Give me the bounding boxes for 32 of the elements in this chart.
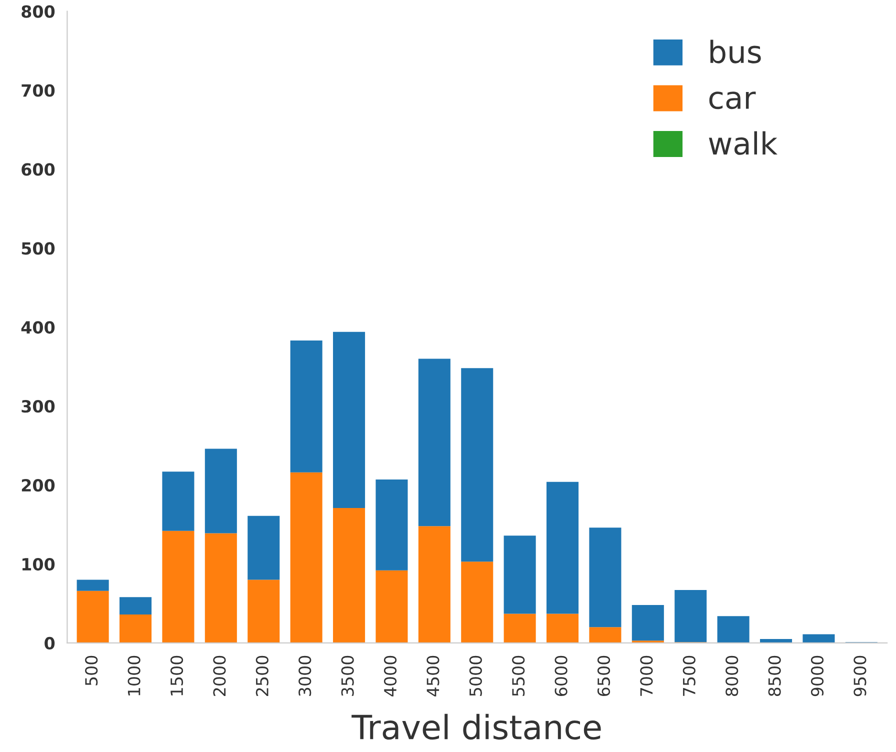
x-tick-label: 9500 bbox=[854, 656, 866, 696]
y-tick-label: 100 bbox=[22, 558, 55, 571]
x-tick-label: 500 bbox=[85, 656, 98, 686]
x-tick-label: 2500 bbox=[256, 656, 268, 696]
x-tick-label: 4500 bbox=[426, 656, 440, 696]
x-tick-label: 3500 bbox=[341, 656, 354, 696]
x-tick-label: 1000 bbox=[128, 656, 140, 696]
x-axis-title: Travel distance bbox=[352, 714, 601, 740]
x-tick-label: 6000 bbox=[554, 656, 568, 696]
x-tick-label: 8500 bbox=[768, 656, 781, 696]
y-tick-label: 300 bbox=[22, 400, 55, 413]
x-tick-label: 8000 bbox=[726, 656, 738, 696]
y-tick-label: 600 bbox=[22, 163, 55, 176]
x-tick-label: 5500 bbox=[512, 656, 525, 696]
y-tick-label: 700 bbox=[22, 84, 55, 97]
x-tick-label: 2000 bbox=[213, 656, 226, 696]
y-tick-label: 200 bbox=[22, 479, 55, 492]
y-tick-label: 500 bbox=[22, 242, 55, 255]
y-tick-label: 800 bbox=[22, 5, 55, 18]
x-tick-label: 9000 bbox=[810, 656, 824, 696]
x-tick-label: 4000 bbox=[384, 656, 397, 696]
x-tick-label: 5000 bbox=[469, 656, 482, 696]
legend-label: walk bbox=[708, 131, 778, 155]
legend-label: bus bbox=[710, 40, 761, 64]
y-tick-label: 400 bbox=[21, 321, 55, 334]
x-tick-label: 6500 bbox=[597, 656, 610, 696]
x-tick-label: 3000 bbox=[298, 656, 312, 696]
legend-label: car bbox=[709, 92, 756, 110]
x-tick-label: 7000 bbox=[640, 656, 653, 696]
y-tick-label: 0 bbox=[44, 636, 55, 650]
x-tick-label: 1500 bbox=[170, 656, 184, 696]
x-tick-label: 7500 bbox=[682, 656, 696, 696]
